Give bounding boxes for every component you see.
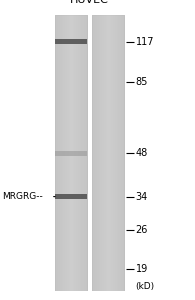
- Text: 19: 19: [136, 265, 148, 275]
- Bar: [92, 15, 124, 291]
- Text: 26: 26: [136, 225, 148, 235]
- Bar: [55, 194, 87, 200]
- Text: 48: 48: [136, 148, 148, 158]
- Text: 117: 117: [136, 37, 154, 47]
- Bar: [55, 39, 87, 44]
- Text: 34: 34: [136, 192, 148, 202]
- Bar: [55, 151, 87, 156]
- Bar: [55, 15, 87, 291]
- Text: HUVEC: HUVEC: [70, 0, 109, 5]
- Text: MRGRG--: MRGRG--: [2, 192, 43, 201]
- Text: 85: 85: [136, 77, 148, 87]
- Text: (kD): (kD): [136, 282, 155, 291]
